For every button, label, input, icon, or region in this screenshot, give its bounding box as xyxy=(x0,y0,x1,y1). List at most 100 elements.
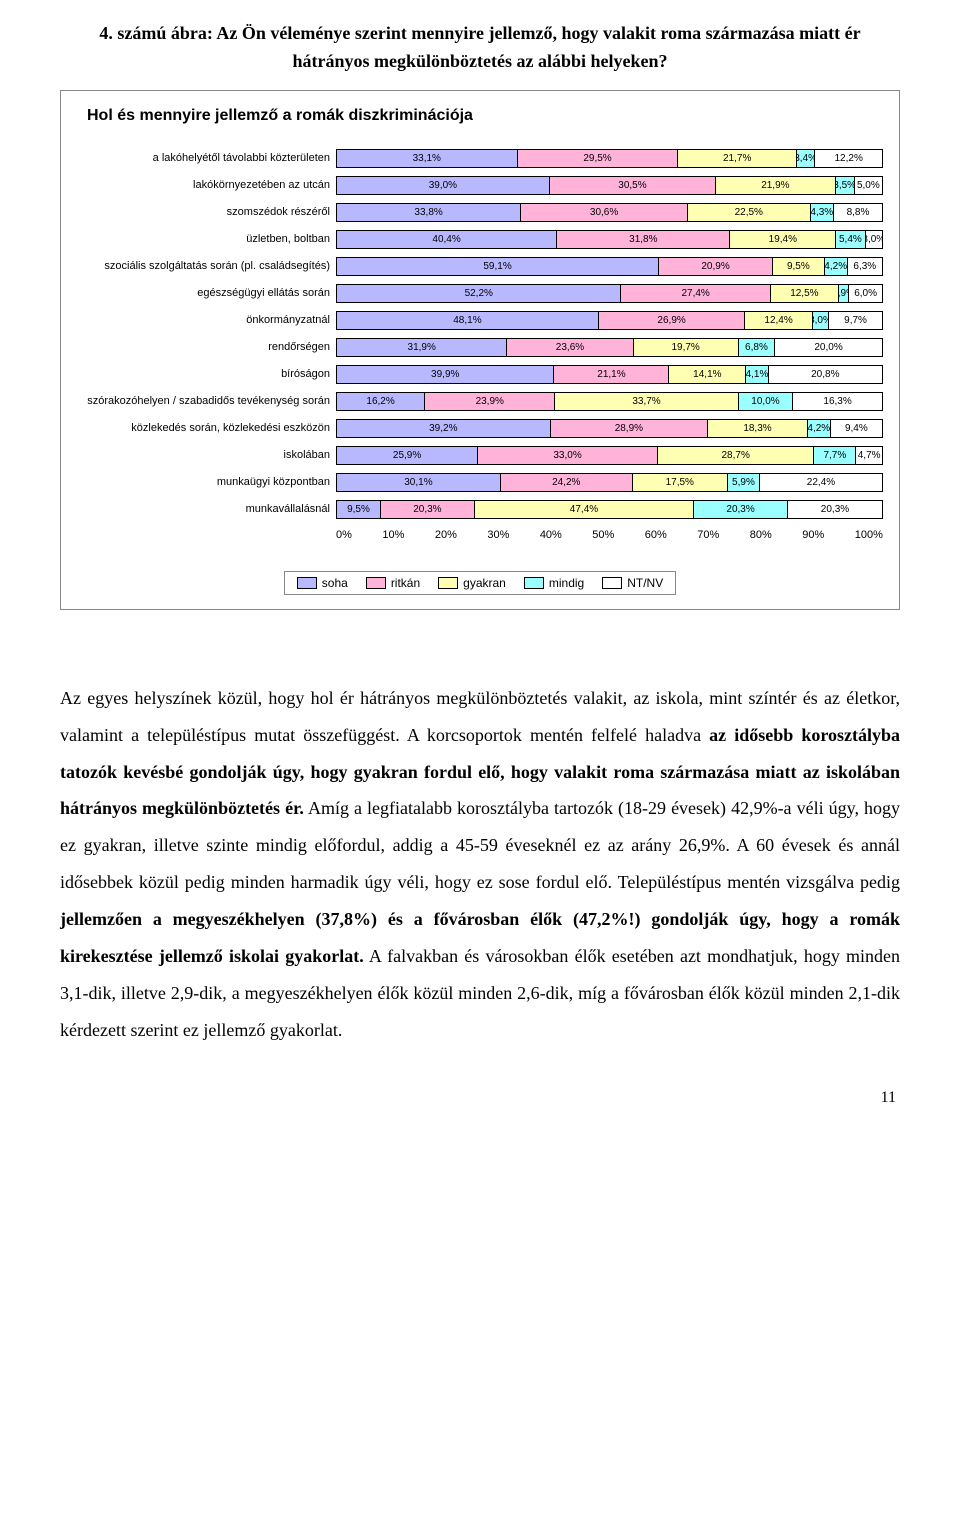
bar-segment: 5,9% xyxy=(728,474,760,491)
bar-segment: 33,1% xyxy=(337,150,518,167)
legend-item: mindig xyxy=(524,576,584,590)
bar-segment: 17,5% xyxy=(633,474,728,491)
bar: 52,2%27,4%12,5%1,9%6,0% xyxy=(336,284,883,303)
bar-segment: 47,4% xyxy=(475,501,694,518)
bar-segment: 4,7% xyxy=(856,447,882,464)
bar-segment: 21,7% xyxy=(678,150,796,167)
axis-tick: 100% xyxy=(855,529,883,541)
bar-segment: 39,0% xyxy=(337,177,550,194)
bar-segment: 26,9% xyxy=(599,312,745,329)
bar-segment: 4,2% xyxy=(808,420,831,437)
bar-segment: 3,5% xyxy=(836,177,855,194)
bar-segment: 9,7% xyxy=(829,312,882,329)
bar-segment: 33,8% xyxy=(337,204,521,221)
category-label: szórakozóhelyen / szabadidős tevékenység… xyxy=(71,395,336,407)
bar-segment: 30,1% xyxy=(337,474,501,491)
axis-tick: 40% xyxy=(540,529,562,541)
bar-segment: 6,3% xyxy=(848,258,882,275)
page-number: 11 xyxy=(60,1089,900,1107)
bar-segment: 30,6% xyxy=(521,204,688,221)
bar-segment: 30,5% xyxy=(550,177,716,194)
bar: 39,0%30,5%21,9%3,5%5,0% xyxy=(336,176,883,195)
bar: 25,9%33,0%28,7%7,7%4,7% xyxy=(336,446,883,465)
bar-segment: 3,0% xyxy=(866,231,882,248)
bar: 33,8%30,6%22,5%4,3%8,8% xyxy=(336,203,883,222)
bar-segment: 24,2% xyxy=(501,474,633,491)
axis-tick: 80% xyxy=(750,529,772,541)
bar: 40,4%31,8%19,4%5,4%3,0% xyxy=(336,230,883,249)
bar-segment: 29,5% xyxy=(518,150,679,167)
bar-segment: 33,0% xyxy=(478,447,658,464)
bar: 9,5%20,3%47,4%20,3%20,3% xyxy=(336,500,883,519)
legend-swatch xyxy=(297,577,317,589)
chart-row: iskolában25,9%33,0%28,7%7,7%4,7% xyxy=(71,442,889,469)
axis-tick: 30% xyxy=(487,529,509,541)
bar-segment: 8,8% xyxy=(834,204,882,221)
legend-label: NT/NV xyxy=(627,576,663,590)
category-label: szomszédok részéről xyxy=(71,206,336,218)
chart-row: bíróságon39,9%21,1%14,1%4,1%20,8% xyxy=(71,361,889,388)
category-label: közlekedés során, közlekedési eszközön xyxy=(71,422,336,434)
category-label: rendőrségen xyxy=(71,341,336,353)
bar-segment: 4,1% xyxy=(746,366,768,383)
bar-segment: 39,9% xyxy=(337,366,554,383)
chart-title: Hol és mennyire jellemző a romák diszkri… xyxy=(87,107,889,125)
chart-bars: a lakóhelyétől távolabbi közterületen33,… xyxy=(71,145,889,523)
category-label: szociális szolgáltatás során (pl. család… xyxy=(71,260,336,272)
bar-segment: 20,3% xyxy=(694,501,788,518)
category-label: lakókörnyezetében az utcán xyxy=(71,179,336,191)
bar-segment: 4,3% xyxy=(811,204,834,221)
bar-segment: 9,4% xyxy=(831,420,882,437)
chart-row: szomszédok részéről33,8%30,6%22,5%4,3%8,… xyxy=(71,199,889,226)
bar: 39,2%28,9%18,3%4,2%9,4% xyxy=(336,419,883,438)
category-label: munkavállalásnál xyxy=(71,503,336,515)
bar-segment: 1,9% xyxy=(839,285,849,302)
legend-item: ritkán xyxy=(366,576,420,590)
bar-segment: 4,2% xyxy=(825,258,848,275)
bar-segment: 39,2% xyxy=(337,420,551,437)
axis-tick: 50% xyxy=(592,529,614,541)
legend-label: soha xyxy=(322,576,348,590)
bar-segment: 20,8% xyxy=(769,366,882,383)
bar-segment: 7,7% xyxy=(814,447,856,464)
chart-row: üzletben, boltban40,4%31,8%19,4%5,4%3,0% xyxy=(71,226,889,253)
bar-segment: 6,0% xyxy=(849,285,882,302)
chart-row: munkavállalásnál9,5%20,3%47,4%20,3%20,3% xyxy=(71,496,889,523)
legend-swatch xyxy=(438,577,458,589)
axis-tick: 90% xyxy=(802,529,824,541)
bar-segment: 40,4% xyxy=(337,231,557,248)
bar-segment: 12,2% xyxy=(815,150,882,167)
bar-segment: 19,4% xyxy=(730,231,836,248)
bar-segment: 48,1% xyxy=(337,312,599,329)
bar-segment: 16,2% xyxy=(337,393,425,410)
bar-segment: 22,5% xyxy=(688,204,811,221)
axis-tick: 0% xyxy=(336,529,352,541)
category-label: iskolában xyxy=(71,449,336,461)
bar-segment: 10,0% xyxy=(739,393,793,410)
bar: 39,9%21,1%14,1%4,1%20,8% xyxy=(336,365,883,384)
bar-segment: 23,9% xyxy=(425,393,555,410)
category-label: bíróságon xyxy=(71,368,336,380)
chart-container: Hol és mennyire jellemző a romák diszkri… xyxy=(60,90,900,610)
legend: soha ritkán gyakran mindig NT/NV xyxy=(284,571,676,595)
bar: 59,1%20,9%9,5%4,2%6,3% xyxy=(336,257,883,276)
legend-swatch xyxy=(366,577,386,589)
chart-row: szórakozóhelyen / szabadidős tevékenység… xyxy=(71,388,889,415)
legend-item: NT/NV xyxy=(602,576,663,590)
bar-segment: 59,1% xyxy=(337,258,659,275)
x-axis: 0%10%20%30%40%50%60%70%80%90%100% xyxy=(71,529,889,541)
bar-segment: 14,1% xyxy=(669,366,746,383)
bar-segment: 19,7% xyxy=(634,339,739,356)
bar-segment: 20,3% xyxy=(788,501,882,518)
bar-segment: 25,9% xyxy=(337,447,478,464)
bar: 48,1%26,9%12,4%3,0%9,7% xyxy=(336,311,883,330)
bar: 33,1%29,5%21,7%3,4%12,2% xyxy=(336,149,883,168)
bar-segment: 20,9% xyxy=(659,258,773,275)
bar-segment: 9,5% xyxy=(337,501,381,518)
bar-segment: 3,0% xyxy=(813,312,829,329)
legend-item: gyakran xyxy=(438,576,506,590)
bar-segment: 5,4% xyxy=(836,231,865,248)
bar-segment: 12,5% xyxy=(771,285,839,302)
bar-segment: 5,0% xyxy=(855,177,882,194)
category-label: a lakóhelyétől távolabbi közterületen xyxy=(71,152,336,164)
